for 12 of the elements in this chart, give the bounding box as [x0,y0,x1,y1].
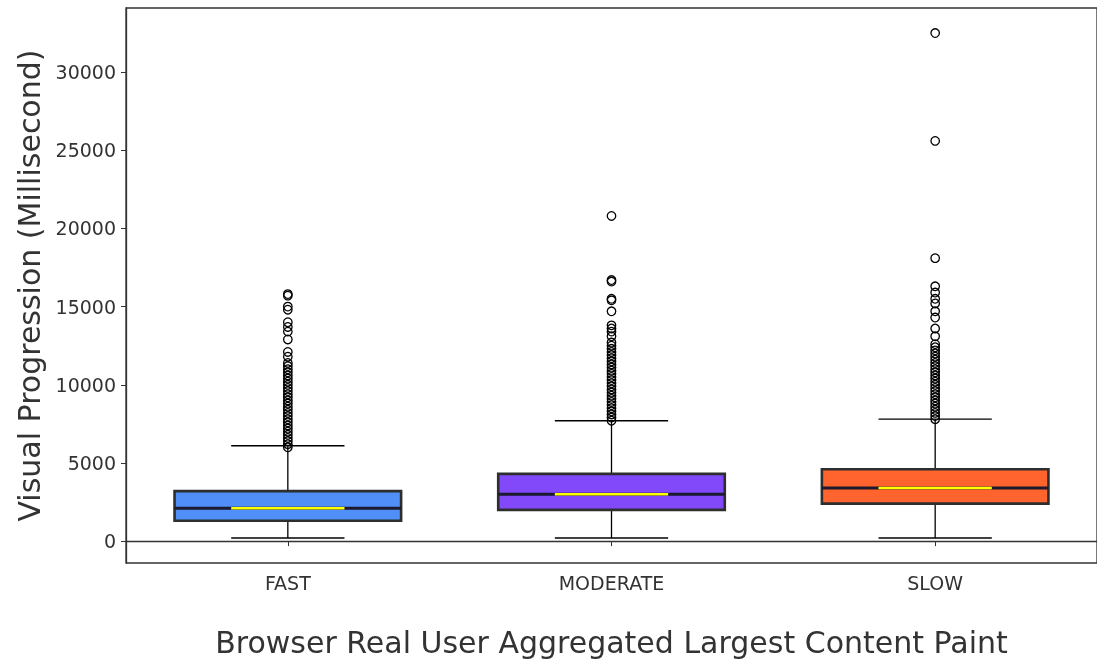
x-tick-label: MODERATE [558,571,665,594]
y-tick-label: 5000 [67,451,116,474]
y-tick-label: 15000 [55,295,116,318]
y-tick-label: 10000 [55,373,116,396]
y-tick-label: 20000 [55,217,116,240]
x-tick-label: FAST [264,571,312,594]
y-tick-label: 0 [103,530,116,553]
y-axis-title: Visual Progression (Millisecond) [11,49,47,522]
y-tick-label: 30000 [55,61,116,84]
x-axis-title: Browser Real User Aggregated Largest Content Paint [215,624,1009,660]
x-tick-label: SLOW [907,571,964,594]
y-tick-label: 25000 [55,139,116,162]
